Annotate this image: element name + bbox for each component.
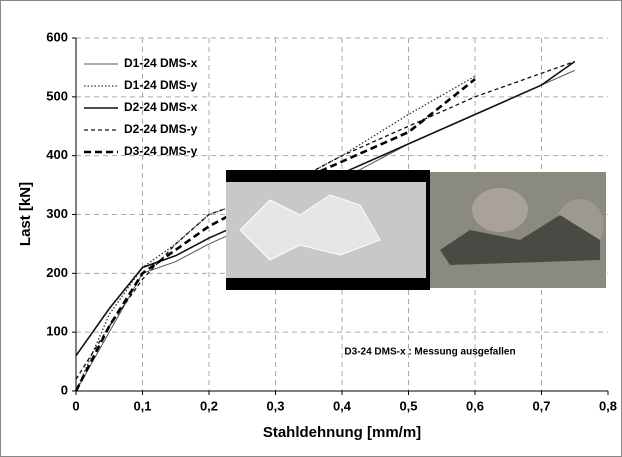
annotation: D3-24 DMS-x : Messung ausgefallen (344, 347, 515, 358)
x-tick-label: 0,2 (200, 398, 218, 413)
x-tick-label: 0,3 (266, 398, 284, 413)
x-tick-label: 0,7 (532, 398, 550, 413)
x-tick-label: 0,5 (399, 398, 417, 413)
photo-stone (472, 188, 528, 232)
x-axis-label: Stahldehnung [mm/m] (263, 424, 421, 441)
y-tick-label: 100 (46, 324, 68, 339)
y-tick-label: 300 (46, 206, 68, 221)
y-tick-label: 200 (46, 265, 68, 280)
fem-crack (239, 194, 381, 261)
series-line (75, 75, 476, 392)
legend-label: D1-24 DMS-x (124, 56, 198, 70)
photo-crack (440, 215, 600, 265)
y-axis-label: Last [kN] (17, 182, 34, 246)
x-tick-label: 0,6 (466, 398, 484, 413)
y-tick-label: 400 (46, 147, 68, 162)
y-tick-label: 500 (46, 88, 68, 103)
legend-label: D3-24 DMS-y (124, 144, 198, 158)
legend-label: D1-24 DMS-y (124, 78, 198, 92)
y-tick-label: 0 (61, 382, 68, 397)
x-tick-label: 0,4 (333, 398, 352, 413)
legend-label: D2-24 DMS-x (124, 100, 198, 114)
x-tick-label: 0,1 (133, 398, 151, 413)
y-tick-label: 600 (46, 29, 68, 44)
x-tick-label: 0 (72, 398, 79, 413)
legend-label: D2-24 DMS-y (124, 122, 198, 136)
inset-images (226, 170, 606, 290)
x-tick-label: 0,8 (599, 398, 617, 413)
series-line (74, 78, 476, 392)
